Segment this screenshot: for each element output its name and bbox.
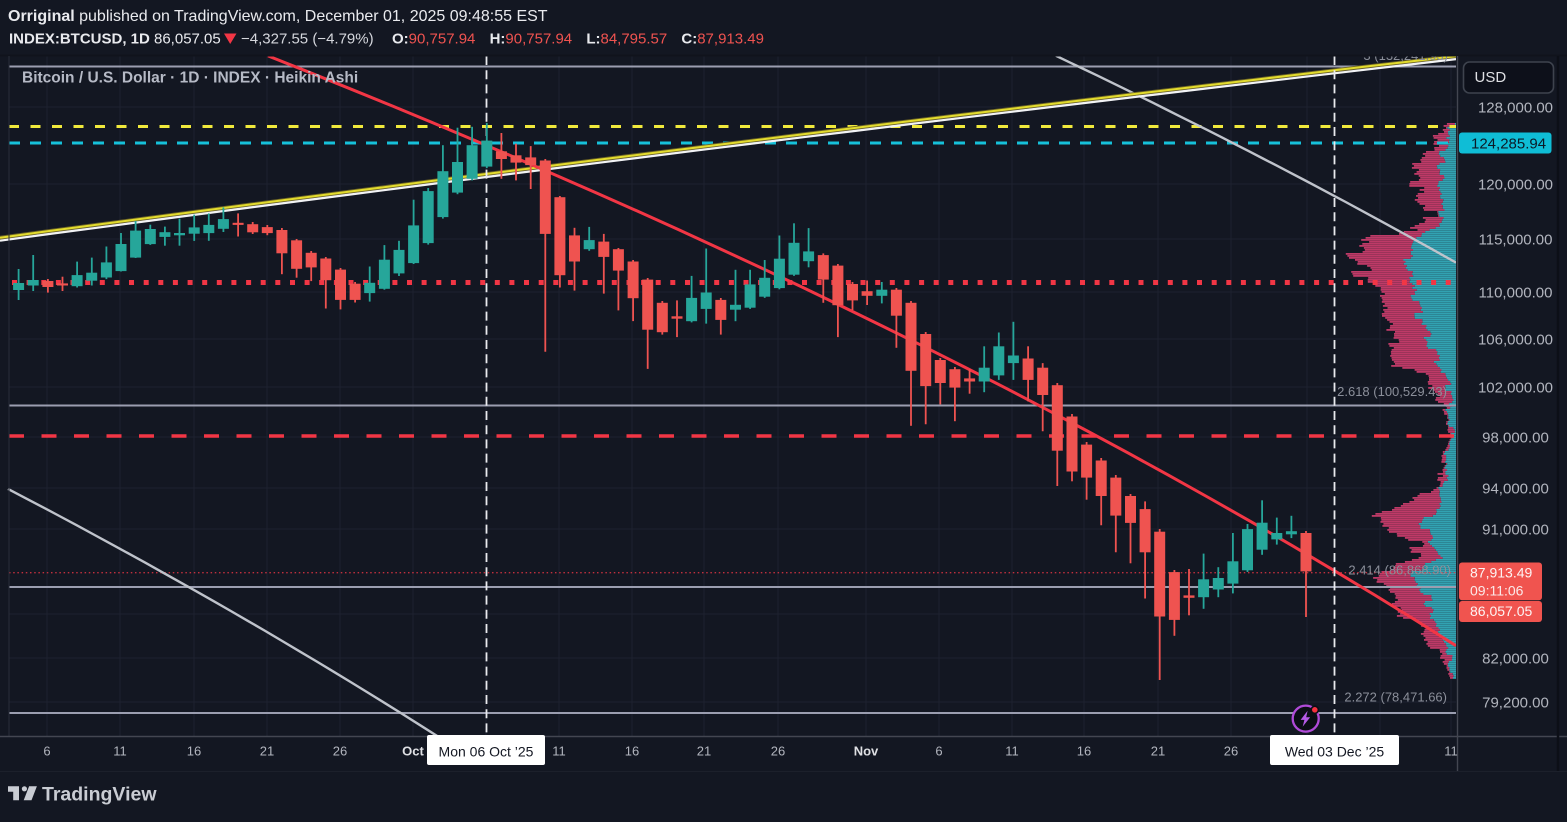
svg-text:Orriginal published on Trading: Orriginal published on TradingView.com, …: [8, 8, 548, 25]
svg-text:26: 26: [333, 744, 347, 759]
svg-text:TradingView: TradingView: [42, 784, 157, 806]
svg-text:6: 6: [43, 744, 50, 759]
svg-text:11: 11: [113, 744, 127, 759]
svg-text:110,000.00: 110,000.00: [1479, 285, 1553, 302]
svg-text:91,000.00: 91,000.00: [1482, 522, 1549, 539]
svg-text:16: 16: [187, 744, 201, 759]
svg-text:106,000.00: 106,000.00: [1478, 332, 1553, 349]
svg-text:86,057.05: 86,057.05: [1470, 603, 1532, 619]
svg-text:94,000.00: 94,000.00: [1482, 481, 1549, 498]
svg-text:Mon 06 Oct ’25: Mon 06 Oct ’25: [439, 744, 534, 760]
svg-text:2.414 (86,868.90): 2.414 (86,868.90): [1348, 563, 1451, 578]
svg-text:Nov: Nov: [854, 744, 879, 759]
svg-text:124,285.94: 124,285.94: [1471, 136, 1546, 153]
svg-text:79,200.00: 79,200.00: [1482, 695, 1549, 712]
svg-text:26: 26: [1224, 744, 1238, 759]
svg-text:USD: USD: [1475, 69, 1507, 86]
svg-text:09:11:06: 09:11:06: [1470, 583, 1524, 599]
svg-text:115,000.00: 115,000.00: [1479, 232, 1553, 249]
svg-text:Bitcoin / U.S. Dollar · 1D · I: Bitcoin / U.S. Dollar · 1D · INDEX · Hei…: [22, 70, 358, 87]
svg-text:82,000.00: 82,000.00: [1482, 651, 1549, 668]
svg-text:11: 11: [1005, 744, 1019, 759]
svg-text:3 (132,241.93): 3 (132,241.93): [1363, 48, 1448, 63]
svg-text:21: 21: [260, 744, 274, 759]
svg-text:INDEX:BTCUSD, 1D: INDEX:BTCUSD, 1D: [9, 31, 150, 48]
svg-text:16: 16: [625, 744, 639, 759]
svg-text:11: 11: [552, 744, 566, 759]
svg-text:102,000.00: 102,000.00: [1478, 380, 1553, 397]
svg-text:98,000.00: 98,000.00: [1482, 430, 1549, 447]
svg-text:120,000.00: 120,000.00: [1478, 177, 1553, 194]
svg-text:26: 26: [771, 744, 785, 759]
svg-text:6: 6: [935, 744, 942, 759]
svg-text:2.618 (100,529.43): 2.618 (100,529.43): [1337, 384, 1447, 399]
svg-text:2.272 (78,471.66): 2.272 (78,471.66): [1344, 690, 1447, 705]
svg-text:21: 21: [1151, 744, 1165, 759]
svg-text:11: 11: [1444, 744, 1458, 759]
svg-text:87,913.49: 87,913.49: [1470, 565, 1532, 581]
svg-text:16: 16: [1077, 744, 1091, 759]
svg-text:Wed 03 Dec ’25: Wed 03 Dec ’25: [1285, 744, 1385, 760]
svg-text:128,000.00: 128,000.00: [1478, 100, 1553, 117]
svg-text:−4,327.55 (−4.79%): −4,327.55 (−4.79%): [241, 31, 374, 48]
svg-text:21: 21: [697, 744, 711, 759]
svg-text:Oct: Oct: [402, 744, 424, 759]
svg-text:86,057.05: 86,057.05: [154, 31, 221, 48]
svg-text:O:90,757.94 H:90,757.94 L:84,7: O:90,757.94 H:90,757.94 L:84,795.57 C:87…: [392, 31, 764, 48]
